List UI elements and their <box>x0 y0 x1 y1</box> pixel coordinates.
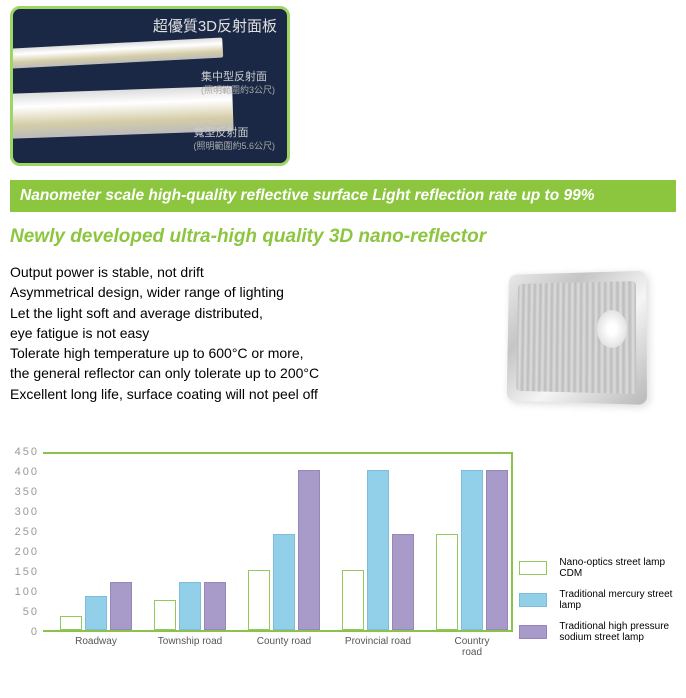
chart-bar-group <box>436 470 508 630</box>
legend-label: Nano-optics street lamp CDM <box>559 557 686 579</box>
chart-bar <box>342 570 364 630</box>
reflector-label-2: 寬型反射面 (照明範圍約5.6公尺) <box>193 127 275 153</box>
chart-bar <box>367 470 389 630</box>
legend-swatch <box>519 561 547 575</box>
description-line: eye fatigue is not easy <box>10 325 149 341</box>
chart-ytick: 50 <box>5 606 39 618</box>
chart-bar <box>85 596 107 630</box>
chart-bar <box>60 616 82 630</box>
chart-ytick: 0 <box>5 626 39 638</box>
description-text: Output power is stable, not drift Asymmet… <box>10 262 480 404</box>
reflector-label-2-main: 寬型反射面 <box>193 127 248 139</box>
chart-bar <box>392 534 414 630</box>
green-banner: Nanometer scale high-quality reflective … <box>10 180 676 212</box>
chart-bar <box>298 470 320 630</box>
description-line: Excellent long life, surface coating wil… <box>10 386 318 402</box>
top-reflector-image: 超優質3D反射面板 集中型反射面 (照明範圍約3公尺) 寬型反射面 (照明範圍約… <box>10 6 290 166</box>
chart-area: 050100150200250300350400450RoadwayTownsh… <box>5 452 686 657</box>
chart-xlabel: Roadway <box>75 636 117 647</box>
chart-bar <box>204 582 226 630</box>
headline: Newly developed ultra-high quality 3D na… <box>10 226 686 248</box>
legend-item: Traditional mercury streetlamp <box>519 589 686 611</box>
description-line: Tolerate high temperature up to 600°C or… <box>10 345 304 361</box>
legend-item: Traditional high pressuresodium street l… <box>519 621 686 643</box>
legend-item: Nano-optics street lamp CDM <box>519 557 686 579</box>
chart-bar <box>273 534 295 630</box>
chart-xlabel: Country road <box>454 636 489 658</box>
chart-ytick: 250 <box>5 526 39 538</box>
chart-ytick: 400 <box>5 466 39 478</box>
chart-ytick: 300 <box>5 506 39 518</box>
chart-bar-group <box>342 470 414 630</box>
chart-bar-group <box>154 582 226 630</box>
description-line: Output power is stable, not drift <box>10 264 204 280</box>
chart-bar <box>248 570 270 630</box>
description-line: Let the light soft and average distribut… <box>10 305 263 321</box>
chart-ytick: 150 <box>5 566 39 578</box>
chart-bar <box>154 600 176 630</box>
reflector-label-2-sub: (照明範圍約5.6公尺) <box>193 141 275 151</box>
chart-ytick: 450 <box>5 446 39 458</box>
reflector-label-1: 集中型反射面 (照明範圍約3公尺) <box>201 71 275 97</box>
legend-label: Traditional mercury streetlamp <box>559 589 672 611</box>
chart-bar <box>461 470 483 630</box>
chart-ytick: 200 <box>5 546 39 558</box>
nano-reflector-image <box>490 262 655 417</box>
chart-plot-area <box>43 452 513 632</box>
reflector-label-1-main: 集中型反射面 <box>201 71 267 83</box>
description-line: the general reflector can only tolerate … <box>10 365 319 381</box>
chart-bar <box>436 534 458 630</box>
top-image-title: 超優質3D反射面板 <box>153 15 277 36</box>
chart-xlabel: Township road <box>158 636 222 647</box>
description-row: Output power is stable, not drift Asymmet… <box>10 262 686 417</box>
chart-bar-group <box>248 470 320 630</box>
chart-bar-group <box>60 582 132 630</box>
legend-swatch <box>519 593 547 607</box>
reflector-strip-narrow <box>10 37 223 68</box>
legend-swatch <box>519 625 547 639</box>
chart-xlabel: Provincial road <box>345 636 411 647</box>
chart-bar <box>486 470 508 630</box>
chart-ytick: 350 <box>5 486 39 498</box>
reflector-label-1-sub: (照明範圍約3公尺) <box>201 85 275 95</box>
reflector-hole-shape <box>597 310 627 348</box>
chart-ytick: 100 <box>5 586 39 598</box>
chart-bar <box>179 582 201 630</box>
chart-legend: Nano-optics street lamp CDM Traditional m… <box>519 547 686 653</box>
legend-label: Traditional high pressuresodium street l… <box>559 621 669 643</box>
bar-chart: 050100150200250300350400450RoadwayTownsh… <box>5 452 499 657</box>
description-line: Asymmetrical design, wider range of ligh… <box>10 284 284 300</box>
chart-bar <box>110 582 132 630</box>
chart-xlabel: County road <box>257 636 311 647</box>
